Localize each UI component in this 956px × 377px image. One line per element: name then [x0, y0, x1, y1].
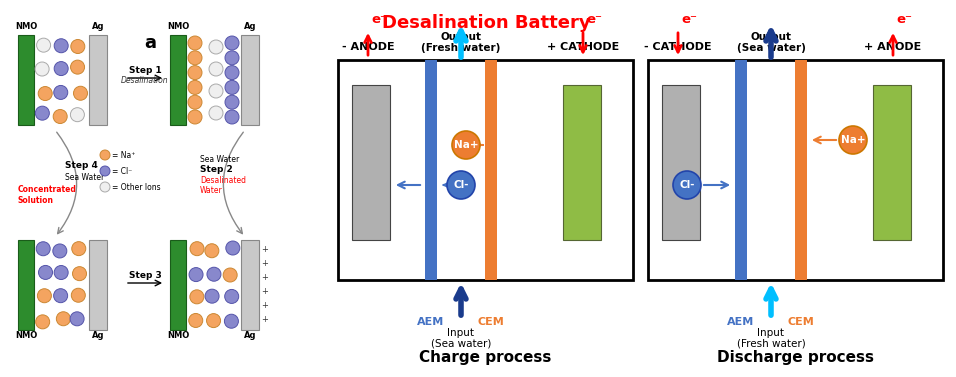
Circle shape	[71, 40, 85, 54]
Circle shape	[74, 86, 88, 100]
Circle shape	[100, 182, 110, 192]
Circle shape	[206, 267, 221, 281]
Circle shape	[38, 87, 53, 101]
Circle shape	[209, 84, 223, 98]
Text: Step 1: Step 1	[129, 66, 162, 75]
Circle shape	[188, 110, 202, 124]
Circle shape	[209, 40, 223, 54]
Circle shape	[54, 61, 68, 75]
Circle shape	[206, 289, 219, 303]
Circle shape	[188, 51, 202, 65]
Bar	[563, 85, 601, 240]
Bar	[89, 35, 107, 125]
Circle shape	[35, 62, 49, 76]
Text: +: +	[261, 259, 268, 268]
Text: - ANODE: - ANODE	[341, 42, 394, 52]
Circle shape	[100, 150, 110, 160]
Text: e⁻: e⁻	[371, 13, 387, 26]
Circle shape	[36, 38, 51, 52]
Bar	[662, 85, 700, 240]
Text: (Fresh water): (Fresh water)	[422, 43, 501, 53]
Circle shape	[56, 312, 71, 326]
Bar	[648, 60, 943, 280]
Circle shape	[37, 289, 52, 303]
Text: Ag: Ag	[92, 331, 104, 340]
Bar	[18, 240, 34, 330]
Bar	[425, 60, 437, 280]
Text: + CATHODE: + CATHODE	[547, 42, 619, 52]
Text: Input: Input	[757, 328, 785, 338]
Text: +: +	[261, 302, 268, 311]
Circle shape	[452, 131, 480, 159]
Text: Cl-: Cl-	[453, 180, 468, 190]
Text: e⁻: e⁻	[896, 13, 912, 26]
Circle shape	[188, 36, 202, 50]
Text: Desalination Battery: Desalination Battery	[381, 14, 590, 32]
Bar	[338, 60, 633, 280]
Text: - CATHODE: - CATHODE	[644, 42, 712, 52]
Text: (Sea water): (Sea water)	[431, 339, 491, 349]
Circle shape	[54, 39, 68, 53]
Text: Ag: Ag	[244, 331, 256, 340]
Text: CEM: CEM	[478, 317, 505, 327]
Circle shape	[225, 66, 239, 80]
Text: + ANODE: + ANODE	[864, 42, 922, 52]
Circle shape	[225, 290, 239, 303]
Circle shape	[205, 244, 219, 258]
Text: NMO: NMO	[167, 331, 189, 340]
Circle shape	[226, 241, 240, 255]
Text: NMO: NMO	[167, 22, 189, 31]
Circle shape	[225, 36, 239, 50]
Text: Output: Output	[750, 32, 792, 42]
Text: Ag: Ag	[244, 22, 256, 31]
Text: Cl-: Cl-	[680, 180, 695, 190]
Circle shape	[188, 66, 202, 80]
Circle shape	[189, 268, 203, 282]
Text: Step 2: Step 2	[200, 165, 232, 174]
Circle shape	[209, 106, 223, 120]
Text: AEM: AEM	[728, 317, 754, 327]
Text: Desalination: Desalination	[121, 76, 169, 85]
Circle shape	[206, 314, 221, 328]
Circle shape	[38, 265, 53, 279]
Circle shape	[188, 313, 203, 328]
Text: AEM: AEM	[418, 317, 445, 327]
Text: Charge process: Charge process	[420, 350, 552, 365]
Bar	[873, 85, 911, 240]
Circle shape	[225, 314, 238, 328]
Text: e⁻: e⁻	[681, 13, 697, 26]
Circle shape	[223, 268, 237, 282]
Circle shape	[71, 108, 84, 122]
Text: Ag: Ag	[92, 22, 104, 31]
Circle shape	[209, 62, 223, 76]
Circle shape	[100, 166, 110, 176]
Text: Sea Water: Sea Water	[65, 173, 104, 182]
Text: +: +	[261, 288, 268, 296]
Text: a: a	[144, 34, 156, 52]
Bar	[352, 85, 390, 240]
Circle shape	[190, 242, 204, 256]
Text: Output: Output	[441, 32, 482, 42]
Bar	[241, 35, 259, 125]
Circle shape	[54, 265, 68, 279]
Bar	[170, 35, 186, 125]
Text: Na+: Na+	[840, 135, 865, 145]
Circle shape	[71, 60, 84, 74]
Circle shape	[72, 288, 85, 302]
Text: Discharge process: Discharge process	[717, 350, 874, 365]
Text: CEM: CEM	[788, 317, 815, 327]
Bar	[241, 240, 259, 330]
Circle shape	[225, 95, 239, 109]
Circle shape	[54, 289, 68, 303]
Circle shape	[188, 80, 202, 94]
Circle shape	[70, 312, 84, 326]
Bar	[735, 60, 747, 280]
Text: Na+: Na+	[454, 140, 478, 150]
Text: Step 3: Step 3	[129, 271, 162, 280]
Text: = Cl⁻: = Cl⁻	[112, 167, 132, 176]
Bar	[89, 240, 107, 330]
Text: Concentrated
Solution: Concentrated Solution	[18, 185, 76, 205]
Bar	[170, 240, 186, 330]
Circle shape	[839, 126, 867, 154]
